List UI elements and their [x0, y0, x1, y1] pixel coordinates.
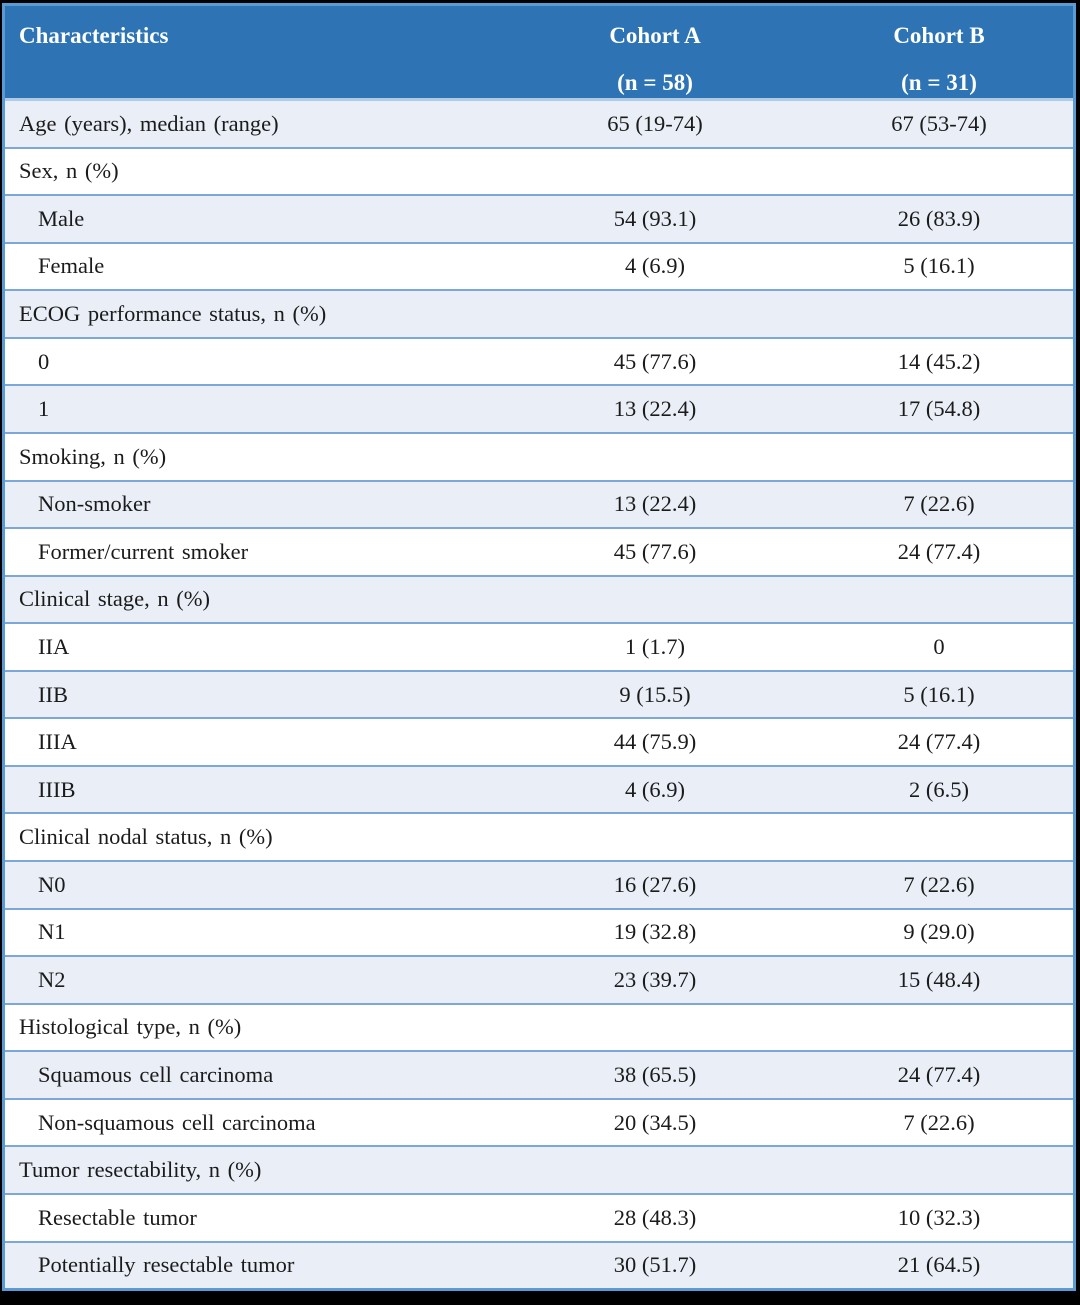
- row-label: N0: [38, 871, 66, 897]
- cohort-b-value: 5 (16.1): [903, 681, 975, 707]
- cohort-b-value: 21 (64.5): [897, 1252, 981, 1278]
- header-cohort-b-name: Cohort B: [893, 23, 985, 48]
- cohort-a-value: 38 (65.5): [613, 1062, 697, 1088]
- cohort-b-value: 15 (48.4): [897, 966, 981, 992]
- cohort-b-value: 26 (83.9): [897, 205, 981, 231]
- cohort-b-value: 14 (45.2): [897, 348, 981, 374]
- row-label: Male: [38, 205, 85, 231]
- row-label: 1: [38, 396, 50, 422]
- cohort-a-value: 30 (51.7): [613, 1252, 697, 1278]
- cohort-a-value: 16 (27.6): [613, 871, 697, 897]
- header-cohort-b: Cohort B (n = 31): [805, 6, 1073, 98]
- row-label: Histological type, n (%): [19, 1014, 242, 1040]
- cohort-a-value: 23 (39.7): [613, 966, 697, 992]
- table-row: Non-smoker 13 (22.4) 7 (22.6): [5, 479, 1073, 528]
- table-row: Smoking, n (%): [5, 431, 1073, 480]
- row-label: Smoking, n (%): [19, 443, 167, 469]
- row-label: 0: [38, 348, 50, 374]
- table-row: 0 45 (77.6) 14 (45.2): [5, 336, 1073, 385]
- cohort-b-value: 7 (22.6): [903, 491, 975, 517]
- cohort-b-value: 7 (22.6): [903, 871, 975, 897]
- cohort-b-value: 7 (22.6): [903, 1109, 975, 1135]
- row-label: Sex, n (%): [19, 158, 119, 184]
- row-label: Non-squamous cell carcinoma: [38, 1109, 316, 1135]
- cohort-b-value: 10 (32.3): [897, 1204, 981, 1230]
- cohort-b-value: 24 (77.4): [897, 538, 981, 564]
- table-row: Histological type, n (%): [5, 1002, 1073, 1051]
- cohort-a-value: 28 (48.3): [613, 1204, 697, 1230]
- cohort-b-value: 24 (77.4): [897, 1062, 981, 1088]
- row-label: Resectable tumor: [38, 1204, 197, 1230]
- table-row: N1 19 (32.8) 9 (29.0): [5, 907, 1073, 956]
- cohort-a-value: 19 (32.8): [613, 919, 697, 945]
- row-label: Tumor resectability, n (%): [19, 1157, 262, 1183]
- table-row: Male 54 (93.1) 26 (83.9): [5, 194, 1073, 242]
- cohort-a-value: 4 (6.9): [625, 776, 685, 802]
- cohort-b-value: 9 (29.0): [903, 919, 975, 945]
- cohort-a-value: 65 (19-74): [607, 110, 703, 136]
- row-label: IIIB: [38, 776, 76, 802]
- table-row: Clinical nodal status, n (%): [5, 812, 1073, 860]
- cohort-a-value: 13 (22.4): [613, 396, 697, 422]
- table-row: Tumor resectability, n (%): [5, 1145, 1073, 1193]
- cohort-b-value: 17 (54.8): [897, 396, 981, 422]
- table-row: Age (years), median (range) 65 (19-74) 6…: [5, 98, 1073, 147]
- cohort-a-value: 4 (6.9): [625, 253, 685, 279]
- table-row: N0 16 (27.6) 7 (22.6): [5, 860, 1073, 908]
- table-row: Female 4 (6.9) 5 (16.1): [5, 241, 1073, 290]
- row-label: Age (years), median (range): [19, 110, 279, 136]
- row-label: IIB: [38, 681, 68, 707]
- row-label: IIIA: [38, 729, 77, 755]
- header-characteristics: Characteristics: [19, 23, 169, 48]
- cohort-a-value: 45 (77.6): [613, 348, 697, 374]
- table-row: Former/current smoker 45 (77.6) 24 (77.4…: [5, 527, 1073, 575]
- cohort-a-value: 44 (75.9): [613, 729, 697, 755]
- table-row: IIA 1 (1.7) 0: [5, 622, 1073, 670]
- cohort-a-value: 45 (77.6): [613, 538, 697, 564]
- row-label: Clinical stage, n (%): [19, 586, 210, 612]
- cohort-a-value: 1 (1.7): [625, 633, 685, 659]
- cohort-a-value: 20 (34.5): [613, 1109, 697, 1135]
- table-row: Resectable tumor 28 (48.3) 10 (32.3): [5, 1192, 1073, 1241]
- cohort-b-value: 5 (16.1): [903, 253, 975, 279]
- table-body: Age (years), median (range) 65 (19-74) 6…: [5, 98, 1073, 1289]
- row-label: Non-smoker: [38, 491, 151, 517]
- cohort-a-value: 9 (15.5): [619, 681, 691, 707]
- cohort-b-value: 67 (53-74): [891, 110, 987, 136]
- cohort-a-value: 13 (22.4): [613, 491, 697, 517]
- row-label: Squamous cell carcinoma: [38, 1062, 274, 1088]
- row-label: Potentially resectable tumor: [38, 1252, 295, 1278]
- row-label: N2: [38, 966, 66, 992]
- table-row: IIIB 4 (6.9) 2 (6.5): [5, 764, 1073, 813]
- row-label: Female: [38, 253, 105, 279]
- table-row: IIIA 44 (75.9) 24 (77.4): [5, 717, 1073, 765]
- table-row: ECOG performance status, n (%): [5, 289, 1073, 337]
- cohort-a-value: 54 (93.1): [613, 205, 697, 231]
- table-header-row: Characteristics Cohort A (n = 58) Cohort…: [5, 6, 1073, 98]
- table-row: Squamous cell carcinoma 38 (65.5) 24 (77…: [5, 1050, 1073, 1098]
- cohort-b-value: 0: [933, 633, 945, 659]
- table-row: N2 23 (39.7) 15 (48.4): [5, 955, 1073, 1003]
- characteristics-table: Characteristics Cohort A (n = 58) Cohort…: [2, 3, 1076, 1291]
- table-row: Clinical stage, n (%): [5, 574, 1073, 623]
- row-label: Former/current smoker: [38, 538, 249, 564]
- table-row: Non-squamous cell carcinoma 20 (34.5) 7 …: [5, 1097, 1073, 1146]
- row-label: ECOG performance status, n (%): [19, 301, 327, 327]
- table-row: 1 13 (22.4) 17 (54.8): [5, 384, 1073, 432]
- table-row: Potentially resectable tumor 30 (51.7) 2…: [5, 1240, 1073, 1289]
- row-label: N1: [38, 919, 66, 945]
- header-cohort-a: Cohort A (n = 58): [505, 6, 805, 98]
- row-label: Clinical nodal status, n (%): [19, 824, 273, 850]
- header-cohort-a-n: (n = 58): [617, 70, 693, 95]
- row-label: IIA: [38, 633, 70, 659]
- header-cohort-b-n: (n = 31): [901, 70, 977, 95]
- table-row: IIB 9 (15.5) 5 (16.1): [5, 669, 1073, 718]
- cohort-b-value: 24 (77.4): [897, 729, 981, 755]
- header-cohort-a-name: Cohort A: [609, 23, 701, 48]
- table-row: Sex, n (%): [5, 146, 1073, 195]
- cohort-b-value: 2 (6.5): [909, 776, 969, 802]
